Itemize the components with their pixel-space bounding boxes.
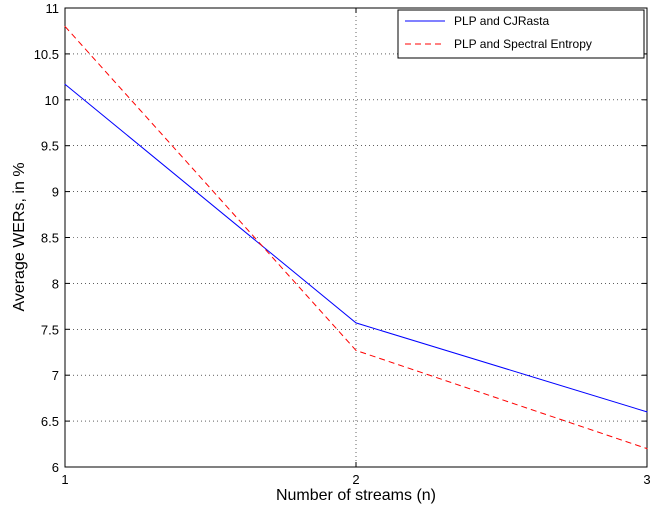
y-tick-label: 6.5 bbox=[41, 414, 59, 429]
x-axis-label: Number of streams (n) bbox=[276, 487, 436, 504]
series-point bbox=[64, 25, 66, 27]
y-tick-label: 9.5 bbox=[41, 139, 59, 154]
legend-label-plp-cjrasta: PLP and CJRasta bbox=[454, 14, 549, 28]
series-point bbox=[355, 322, 357, 324]
y-tick-label: 9 bbox=[52, 185, 59, 200]
y-tick-label: 11 bbox=[46, 1, 60, 16]
y-tick-label: 10 bbox=[45, 93, 59, 108]
legend-label-plp-spectral-entropy: PLP and Spectral Entropy bbox=[454, 37, 592, 51]
y-tick-label: 8 bbox=[52, 276, 59, 291]
series-lines bbox=[64, 25, 648, 450]
series-point bbox=[64, 83, 66, 85]
series-point bbox=[355, 349, 357, 351]
x-tick-label: 1 bbox=[61, 472, 68, 487]
y-tick-label: 8.5 bbox=[41, 231, 59, 246]
y-tick-label: 10.5 bbox=[34, 47, 59, 62]
x-tick-label: 2 bbox=[352, 472, 359, 487]
grid-lines bbox=[65, 8, 647, 467]
y-axis-label: Average WERs, in % bbox=[11, 162, 28, 311]
x-tick-label: 3 bbox=[643, 472, 650, 487]
y-tick-label: 7 bbox=[52, 368, 59, 383]
y-tick-label: 7.5 bbox=[41, 322, 59, 337]
series-point bbox=[646, 411, 648, 413]
legend: PLP and CJRasta PLP and Spectral Entropy bbox=[397, 9, 645, 59]
legend-box bbox=[397, 9, 645, 59]
y-tick-label: 6 bbox=[52, 460, 59, 475]
series-point bbox=[646, 448, 648, 450]
